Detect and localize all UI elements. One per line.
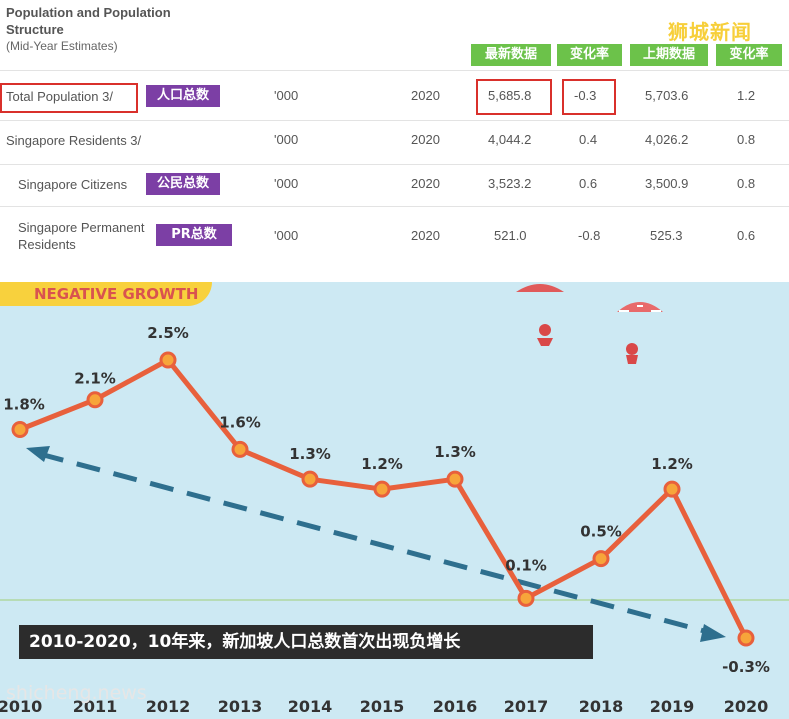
data-label: 2.1% [74,370,116,388]
data-points [11,351,755,647]
population-table: Population and Population Structure (Mid… [0,0,789,282]
row-unit: '000 [274,228,299,243]
row-label: Singapore Citizens [18,177,128,192]
row-previous: 3,500.9 [645,176,689,191]
data-label: 2.5% [147,324,189,342]
row-prev-change: 0.6 [737,228,756,243]
x-tick-label: 2013 [218,697,263,716]
row-change: -0.3 [574,88,597,103]
watermark-top: 狮城新闻 [668,20,752,44]
data-point [231,440,249,458]
table-row: Singapore Permanent Residents PR总数 '000 … [0,206,789,263]
row-label: Singapore Residents 3/ [6,133,142,148]
x-tick-label: 2019 [650,697,695,716]
header-latest: 最新数据 [471,44,551,66]
data-point [301,470,319,488]
table-row: Singapore Citizens 公民总数 '000 2020 3,523.… [0,164,789,207]
data-point [517,589,535,607]
data-label: 0.5% [580,523,622,541]
row-year: 2020 [411,176,440,191]
data-label: 1.8% [3,396,45,414]
data-labels: 1.8% 2.1% 2.5% 1.6% 1.3% 1.2% 1.3% 0.1% 0.5% 1.2%… [3,324,770,676]
row-year: 2020 [411,132,440,147]
row-year: 2020 [411,228,440,243]
row-label: Singapore Permanent Residents [18,220,145,252]
data-label: 1.2% [651,455,693,473]
x-tick-label: 2020 [724,697,769,716]
x-axis-ticks: 2010 2011 2012 2013 2014 2015 2016 2017 2018 2019… [0,697,768,716]
data-point [86,391,104,409]
row-latest: 521.0 [494,228,527,243]
growth-chart: 1.8% 2.1% 2.5% 1.6% 1.3% 1.2% 1.3% 0.1% 0.5% 1.2%… [0,282,789,719]
line-chart-svg: 1.8% 2.1% 2.5% 1.6% 1.3% 1.2% 1.3% 0.1% 0.5% 1.2%… [0,284,789,716]
table-row: Total Population 3/ 人口总数 '000 2020 5,685… [0,70,789,121]
x-tick-label: 2017 [504,697,549,716]
row-previous: 525.3 [650,228,683,243]
x-tick-label: 2011 [73,697,118,716]
data-point [592,550,610,568]
header-change: 变化率 [557,44,622,66]
row-badge: PR总数 [156,224,232,246]
row-prev-change: 0.8 [737,176,756,191]
row-label: Total Population 3/ [6,89,113,104]
watermark-bottom: shicheng.news [6,682,147,704]
parachute-decoration [516,284,663,364]
data-point [373,480,391,498]
trend-arrowhead-start [26,446,50,462]
row-unit: '000 [274,88,299,103]
data-label: 1.2% [361,455,403,473]
table-row: Singapore Residents 3/ '000 2020 4,044.2… [0,120,789,165]
x-tick-label: 2015 [360,697,405,716]
row-prev-change: 0.8 [737,132,756,147]
trend-arrowhead-end [700,624,726,642]
data-point [663,480,681,498]
data-label: 1.3% [289,445,331,463]
data-point [11,421,29,439]
row-latest: 3,523.2 [488,176,532,191]
row-prev-change: 1.2 [737,88,756,103]
table-title: Population and Population Structure (Mid… [6,4,206,55]
table-title-text: Population and Population Structure [6,5,171,37]
data-label: 0.1% [505,556,547,574]
row-badge: 人口总数 [146,85,220,107]
header-previous: 上期数据 [630,44,708,66]
table-subtitle: (Mid-Year Estimates) [6,39,118,53]
row-unit: '000 [274,176,299,191]
data-point [737,629,755,647]
negative-growth-banner: NEGATIVE GROWTH [0,282,212,306]
row-badge: 公民总数 [146,173,220,195]
row-previous: 4,026.2 [645,132,689,147]
header-prev-change: 变化率 [716,44,782,66]
row-year: 2020 [411,88,440,103]
series-polyline [19,357,749,640]
chart-caption: 2010-2020，10年来，新加坡人口总数首次出现负增长 [19,625,593,659]
highlight-box [562,79,616,115]
row-unit: '000 [274,132,299,147]
series-line [19,357,749,640]
highlight-box [476,79,552,115]
x-tick-label: 2010 [0,697,42,716]
data-point [159,351,177,369]
row-latest: 5,685.8 [488,88,532,103]
row-change: 0.6 [579,176,598,191]
data-label: 1.6% [219,413,261,431]
row-previous: 5,703.6 [645,88,689,103]
data-label: 1.3% [434,443,476,461]
x-tick-label: 2018 [579,697,624,716]
row-latest: 4,044.2 [488,132,532,147]
x-tick-label: 2012 [146,697,191,716]
row-change: 0.4 [579,132,598,147]
data-point [446,470,464,488]
x-tick-label: 2016 [433,697,478,716]
data-label: -0.3% [722,658,770,676]
row-change: -0.8 [578,228,601,243]
highlight-box [0,83,138,113]
trend-arrow [26,446,726,642]
trend-line [39,451,709,635]
x-tick-label: 2014 [288,697,333,716]
